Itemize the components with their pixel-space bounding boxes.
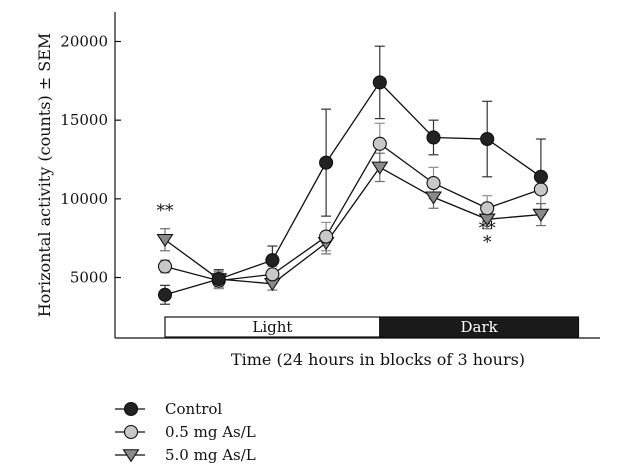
phase-label: Dark: [461, 318, 499, 336]
data-point: [480, 131, 495, 147]
series-line: [164, 81, 542, 296]
y-tick-label: 10000: [60, 190, 108, 208]
markers: [156, 75, 550, 302]
phase-block: [379, 316, 580, 338]
series-lines: [164, 81, 542, 296]
axes: [114, 12, 600, 339]
phase-label: Light: [252, 318, 292, 336]
significance-annotation: *: [483, 233, 492, 253]
data-point: [211, 272, 226, 287]
legend-label: Control: [165, 400, 222, 418]
y-tick-label: 5000: [70, 269, 108, 287]
data-point: [372, 75, 387, 90]
legend-label: 0.5 mg As/L: [165, 423, 256, 441]
data-point: [371, 161, 389, 175]
y-ticks: 5000 10000 15000 20000: [60, 33, 121, 287]
data-point: [156, 233, 174, 248]
data-point: [533, 182, 548, 197]
data-point: [265, 267, 280, 282]
legend-marker: [123, 424, 139, 440]
data-point: [480, 201, 495, 216]
data-point: [319, 229, 334, 244]
series-line: [164, 166, 541, 285]
legend-marker: [123, 401, 139, 417]
data-point: [426, 130, 441, 145]
error-bars: [160, 45, 546, 305]
significance-annotation: **: [157, 201, 175, 221]
data-point: [533, 169, 548, 184]
data-point: [426, 176, 441, 191]
data-point: [157, 259, 173, 274]
legend-marker: [122, 449, 140, 463]
data-point: [424, 191, 443, 205]
x-axis-label: Time (24 hours in blocks of 3 hours): [231, 350, 525, 369]
phase-bar: Light Dark: [164, 316, 580, 338]
annotations: *****: [157, 201, 497, 252]
data-point: [265, 253, 280, 268]
significance-annotation: **: [479, 218, 497, 238]
legend: Control 0.5 mg As/L 5.0 mg As/L: [115, 400, 256, 464]
data-point: [372, 136, 387, 151]
y-tick-label: 20000: [60, 33, 108, 51]
data-point: [157, 287, 173, 302]
y-axis-label: Horizontal activity (counts) ± SEM: [35, 33, 54, 318]
legend-label: 5.0 mg As/L: [165, 446, 256, 464]
data-point: [319, 155, 334, 170]
data-point: [532, 208, 550, 222]
y-tick-label: 15000: [60, 111, 108, 129]
